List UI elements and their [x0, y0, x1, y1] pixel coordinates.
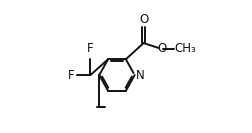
Text: F: F — [68, 68, 74, 82]
Text: F: F — [87, 42, 93, 55]
Text: CH₃: CH₃ — [174, 42, 196, 55]
Text: N: N — [135, 68, 144, 82]
Text: O: O — [138, 13, 148, 26]
Text: O: O — [156, 42, 166, 55]
